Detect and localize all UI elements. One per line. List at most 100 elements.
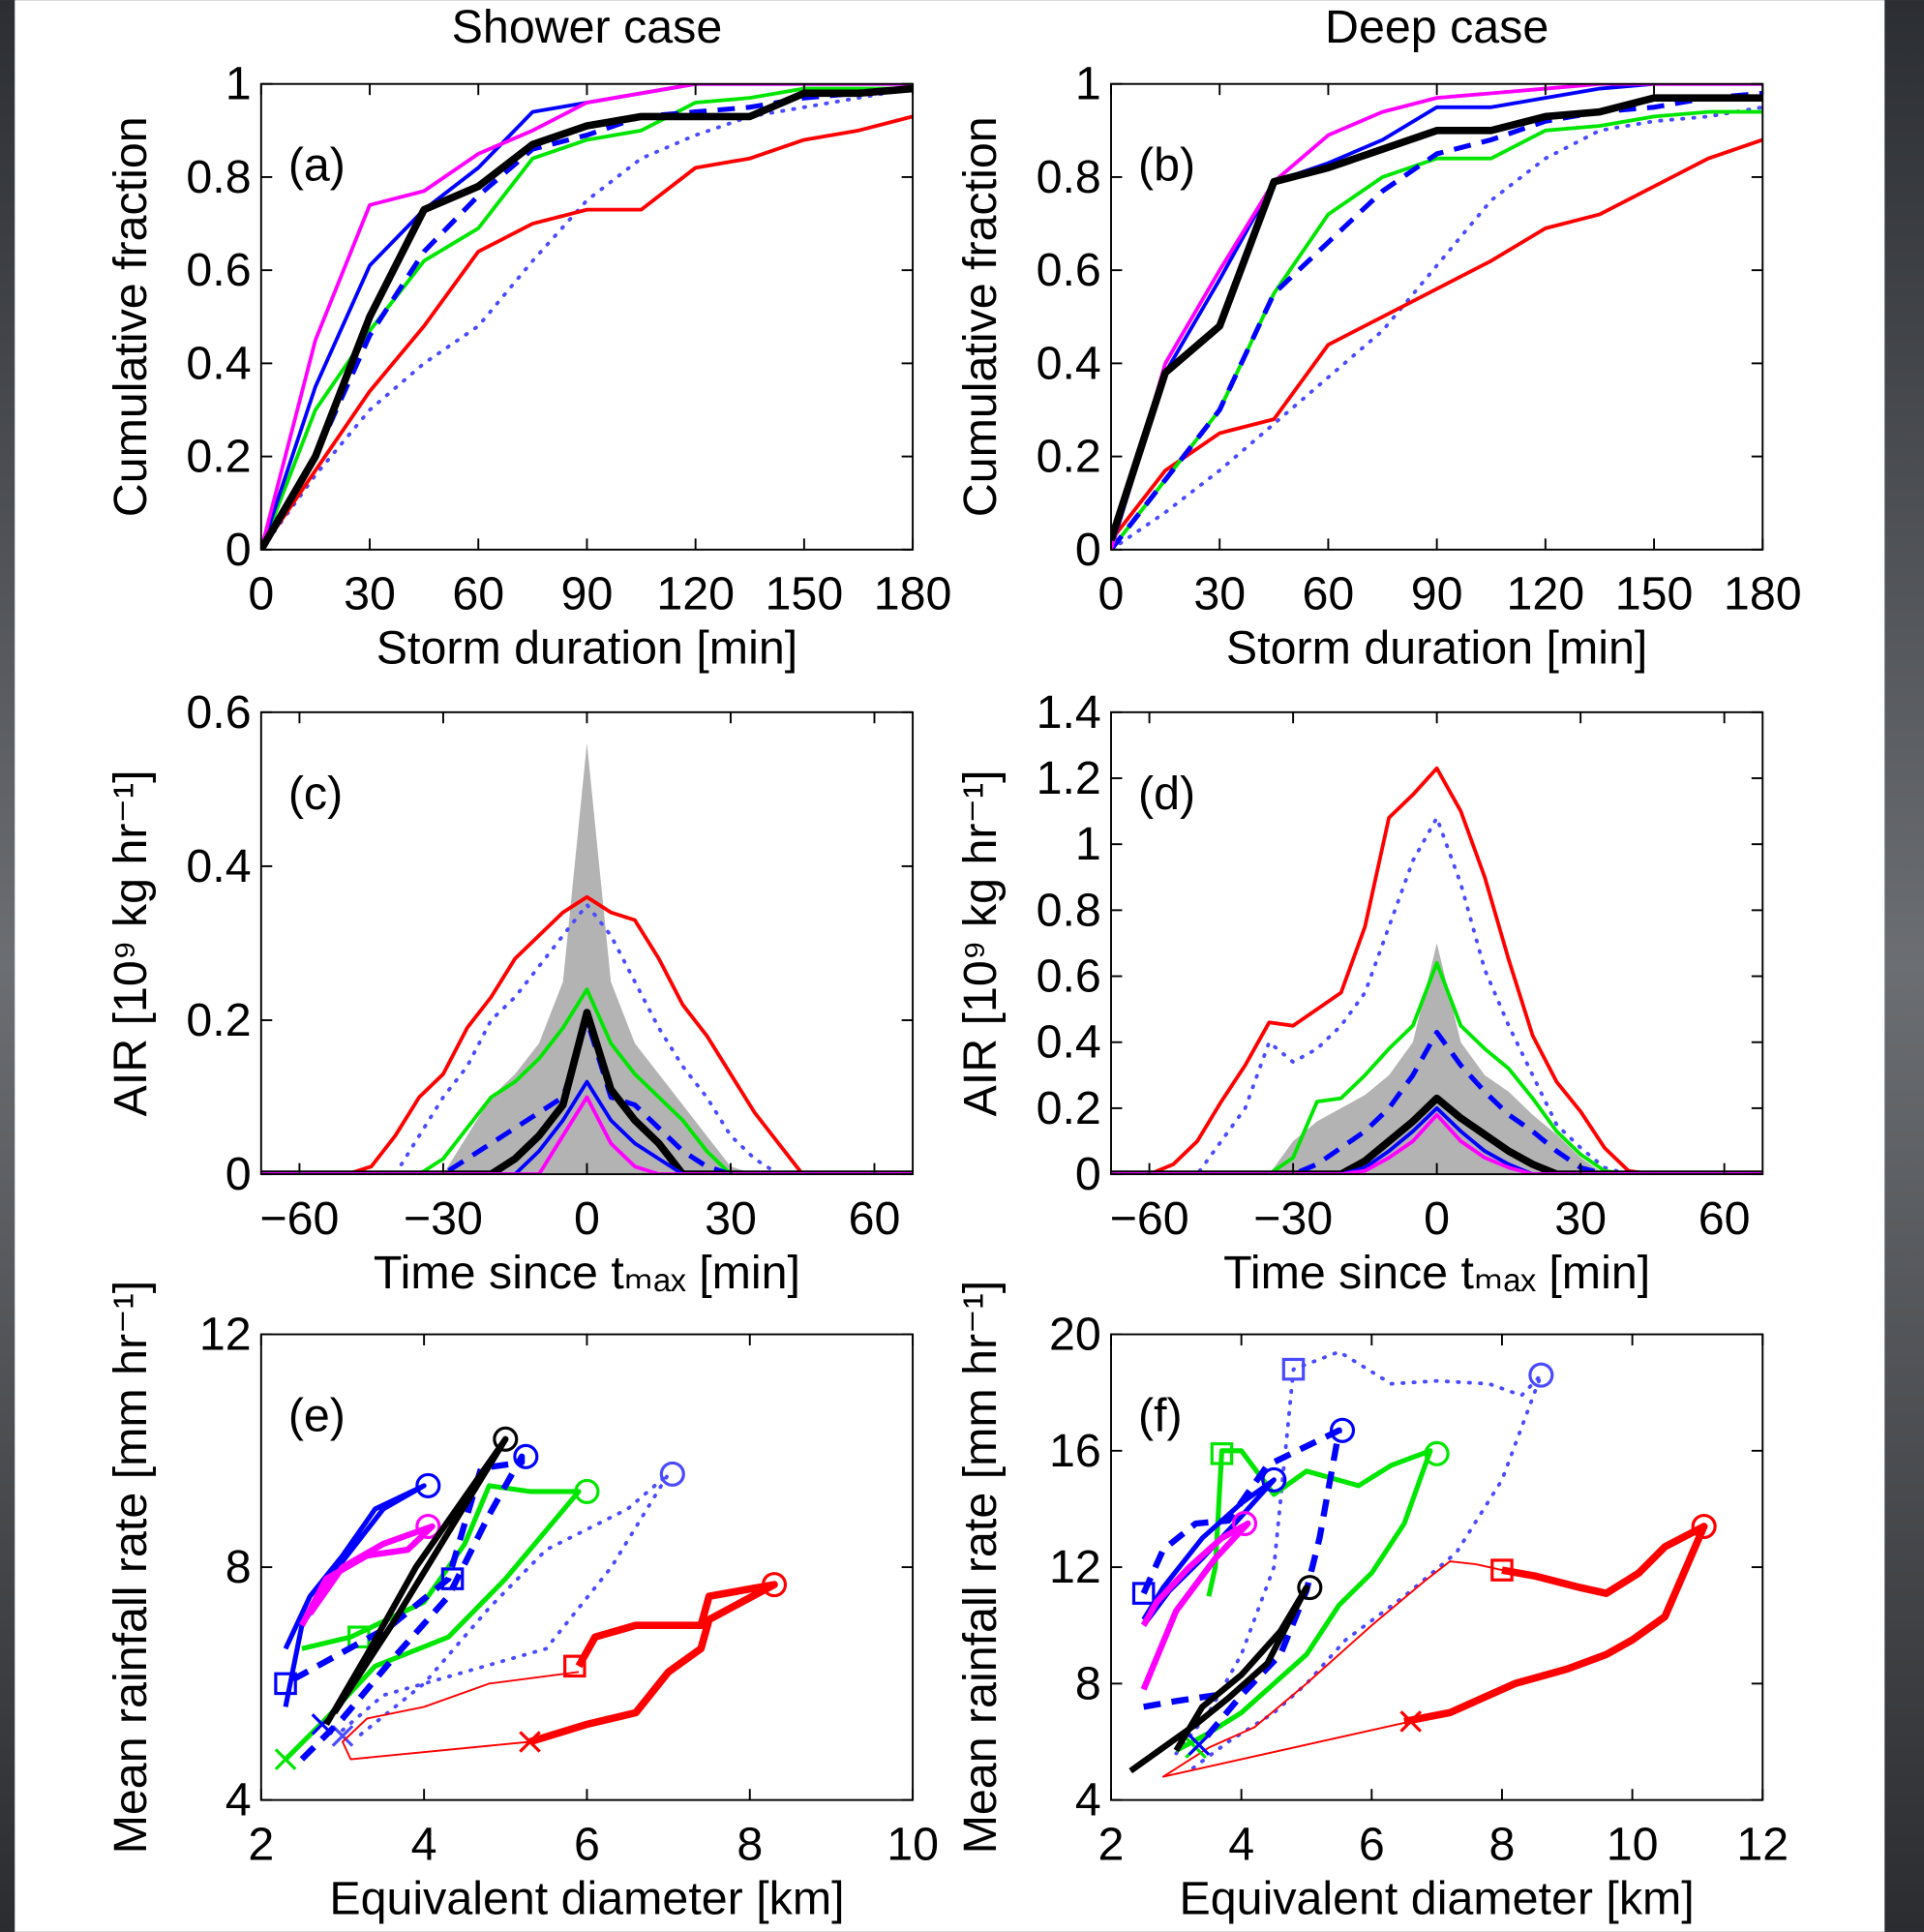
y-tick-label: 0 xyxy=(1075,524,1101,576)
y-tick-label: 0 xyxy=(225,524,252,576)
series-line xyxy=(1161,1560,1503,1778)
x-tick-label: −30 xyxy=(404,1192,483,1245)
series-line xyxy=(1140,1427,1342,1744)
subplot: 0 30 60 90 120 150 180 0 0.2 0.4 0.6 0.8 1 Shower cas… xyxy=(105,1,952,674)
y-tick-label: 0.8 xyxy=(1037,151,1101,203)
x-axis-label: Equivalent diameter [km] xyxy=(329,1872,844,1924)
subplot: −60 −30 0 30 60 0 0.2 0.4 0.6 0.8 1 1.2 1.4 (d) Time s… xyxy=(954,686,1764,1299)
x-tick-label: 150 xyxy=(766,568,844,620)
x-tick-label: 6 xyxy=(1359,1818,1385,1870)
y-tick-label: 8 xyxy=(225,1541,252,1593)
y-tick-label: 0.8 xyxy=(186,151,251,203)
x-tick-label: 2 xyxy=(1098,1818,1125,1870)
x-tick-label: 0 xyxy=(1098,568,1125,620)
series-line xyxy=(1111,960,1763,1175)
series-line xyxy=(260,987,914,1175)
y-tick-label: 0.2 xyxy=(1037,431,1101,483)
marker-circle xyxy=(1528,1362,1554,1388)
marker-circle xyxy=(1424,1440,1450,1466)
x-axis-label: Time since tₘₐₓ [min] xyxy=(1223,1247,1650,1299)
x-tick-label: 180 xyxy=(1724,568,1802,620)
marker-square xyxy=(440,1567,465,1590)
series-line xyxy=(1111,94,1763,542)
plot-area xyxy=(1111,766,1763,1175)
series-line xyxy=(260,1009,914,1175)
y-axis-label: Cumulative fraction xyxy=(954,116,1007,517)
x-tick-label: 60 xyxy=(452,568,504,620)
x-tick-label: 10 xyxy=(887,1818,939,1870)
subplot: −60 −30 0 30 60 0 0.2 0.4 0.6 (c) Time since tₘₐₓ … xyxy=(105,686,915,1299)
marker-circle xyxy=(761,1572,788,1598)
x-tick-label: 30 xyxy=(1554,1192,1607,1245)
x-tick-label: 8 xyxy=(1489,1818,1516,1870)
series-line xyxy=(1403,1523,1708,1726)
y-axis-label: Mean rainfall rate [mm hr⁻¹] xyxy=(105,1281,157,1855)
spread-band xyxy=(1111,943,1763,1175)
y-tick-label: 0.2 xyxy=(1037,1082,1101,1134)
series-line xyxy=(1174,1349,1544,1773)
x-tick-label: 12 xyxy=(1736,1818,1789,1870)
x-tick-label: 6 xyxy=(574,1818,600,1870)
x-tick-label: 120 xyxy=(1507,568,1585,620)
y-tick-label: 0.6 xyxy=(1037,244,1101,296)
x-tick-label: 90 xyxy=(561,568,614,620)
series-line xyxy=(342,1671,580,1761)
marker-circle xyxy=(415,1513,441,1540)
series-line xyxy=(341,1471,671,1738)
marker-circle xyxy=(493,1426,519,1452)
series-line xyxy=(1111,90,1763,550)
y-tick-label: 0.2 xyxy=(186,994,251,1046)
marker-circle xyxy=(1297,1575,1323,1601)
y-tick-label: 0.4 xyxy=(1037,1016,1101,1069)
marker-square xyxy=(563,1654,586,1678)
marker-circle xyxy=(1231,1510,1258,1537)
y-tick-label: 8 xyxy=(1075,1657,1101,1709)
x-tick-label: 150 xyxy=(1615,568,1694,620)
marker-square xyxy=(274,1672,297,1696)
marker-square xyxy=(1131,1582,1156,1605)
figure-panel xyxy=(15,0,1885,1932)
y-tick-label: 0.6 xyxy=(1037,951,1101,1003)
y-tick-label: 1.4 xyxy=(1037,686,1101,739)
marker-square xyxy=(1490,1558,1514,1582)
subplot: 0 30 60 90 120 150 180 0 0.2 0.4 0.6 0.8 1 Deep case (… xyxy=(954,1,1802,674)
x-tick-label: 90 xyxy=(1411,568,1463,620)
marker-circle xyxy=(1329,1417,1356,1443)
series-line xyxy=(260,902,914,1175)
marker-circle xyxy=(1261,1466,1287,1493)
y-tick-label: 0.4 xyxy=(186,840,251,892)
y-tick-label: 1.2 xyxy=(1037,752,1101,804)
series-line xyxy=(260,1095,914,1175)
y-tick-label: 0 xyxy=(1075,1148,1101,1200)
series-line xyxy=(260,83,914,550)
x-tick-label: 4 xyxy=(1228,1818,1254,1870)
x-tick-label: 0 xyxy=(574,1192,600,1245)
plot-area xyxy=(274,1426,788,1770)
x-tick-label: 30 xyxy=(705,1192,757,1245)
x-tick-label: 0 xyxy=(248,568,274,620)
series-line xyxy=(260,1079,914,1175)
series-line xyxy=(1111,1029,1763,1175)
panel-label: (c) xyxy=(288,768,343,820)
x-tick-label: 30 xyxy=(344,568,396,620)
panel-label: (f) xyxy=(1138,1390,1183,1442)
series-line xyxy=(1111,766,1763,1175)
x-tick-label: 60 xyxy=(1303,568,1355,620)
marker-square xyxy=(1281,1357,1306,1381)
panel-label: (a) xyxy=(288,139,346,192)
y-tick-label: 0 xyxy=(225,1148,252,1200)
x-tick-label: 120 xyxy=(656,568,735,620)
series-line xyxy=(1111,1106,1763,1175)
subplot-title: Deep case xyxy=(1325,1,1548,53)
y-axis-label: Mean rainfall rate [mm hr⁻¹] xyxy=(954,1281,1007,1855)
y-axis-label: AIR [10⁹ kg hr⁻¹] xyxy=(105,770,157,1116)
y-tick-label: 4 xyxy=(225,1774,252,1826)
series-line xyxy=(1111,1094,1763,1175)
y-axis-label: AIR [10⁹ kg hr⁻¹] xyxy=(954,770,1007,1116)
marker-circle xyxy=(415,1472,441,1498)
y-tick-label: 0.4 xyxy=(186,337,251,389)
